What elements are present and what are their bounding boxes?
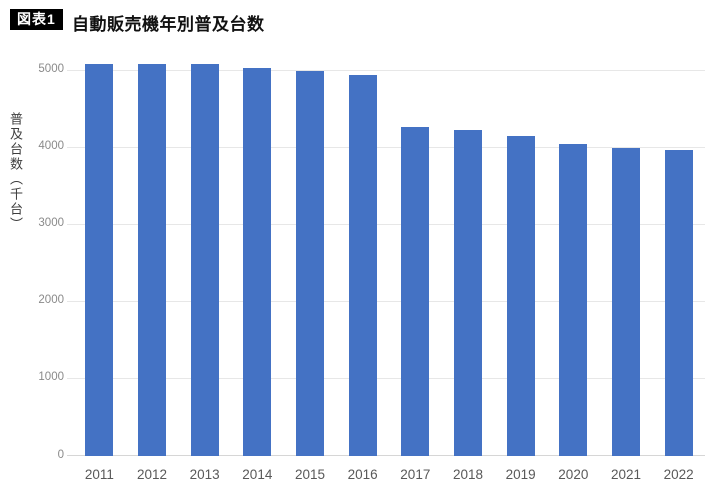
gridline-3000	[67, 223, 705, 225]
gridline-2000	[67, 300, 705, 302]
y-tick-label-0: 0	[57, 448, 64, 461]
bar-2014	[243, 68, 272, 456]
bar-2018	[454, 129, 482, 456]
x-tick-label-2019: 2019	[505, 466, 536, 482]
y-axis-title: 普及台数（千台）	[8, 112, 23, 232]
x-tick-label-2015: 2015	[294, 466, 325, 482]
plot-area: 0 1000 2000 3000 4000 5000 2011 2012 2013 2014 201…	[38, 62, 705, 481]
bar-2017	[401, 126, 430, 456]
gridline-4000	[67, 146, 705, 148]
bar-2011	[85, 64, 114, 456]
bar-2021	[612, 147, 640, 456]
x-tick-label-2021: 2021	[610, 466, 641, 482]
figure-tag: 図表1	[10, 9, 63, 30]
x-axis-line	[67, 455, 705, 456]
x-tick-label-2013: 2013	[189, 466, 220, 482]
y-tick-label-4000: 4000	[38, 140, 64, 153]
x-tick-label-2017: 2017	[400, 466, 431, 482]
x-tick-label-2016: 2016	[347, 466, 378, 482]
gridline-5000	[67, 69, 705, 71]
gridline-1000	[67, 377, 705, 379]
x-tick-label-2018: 2018	[452, 466, 483, 482]
y-tick-label-1000: 1000	[38, 371, 64, 384]
x-tick-label-2020: 2020	[558, 466, 589, 482]
y-tick-label-5000: 5000	[38, 63, 64, 75]
y-tick-label-3000: 3000	[38, 217, 64, 230]
x-tick-label-2011: 2011	[84, 466, 114, 482]
bar-2019	[506, 136, 535, 456]
bar-2016	[348, 75, 377, 456]
bar-2020	[559, 143, 588, 456]
chart-title: 自動販売機年別普及台数	[72, 15, 265, 34]
x-tick-label-2022: 2022	[663, 466, 694, 482]
x-tick-label-2012: 2012	[136, 466, 167, 482]
bar-2013	[190, 63, 219, 456]
bar-2022	[664, 149, 693, 456]
y-tick-label-2000: 2000	[38, 294, 64, 307]
bar-2012	[138, 63, 166, 456]
x-tick-label-2014: 2014	[242, 466, 273, 482]
bar-2015	[296, 70, 324, 456]
